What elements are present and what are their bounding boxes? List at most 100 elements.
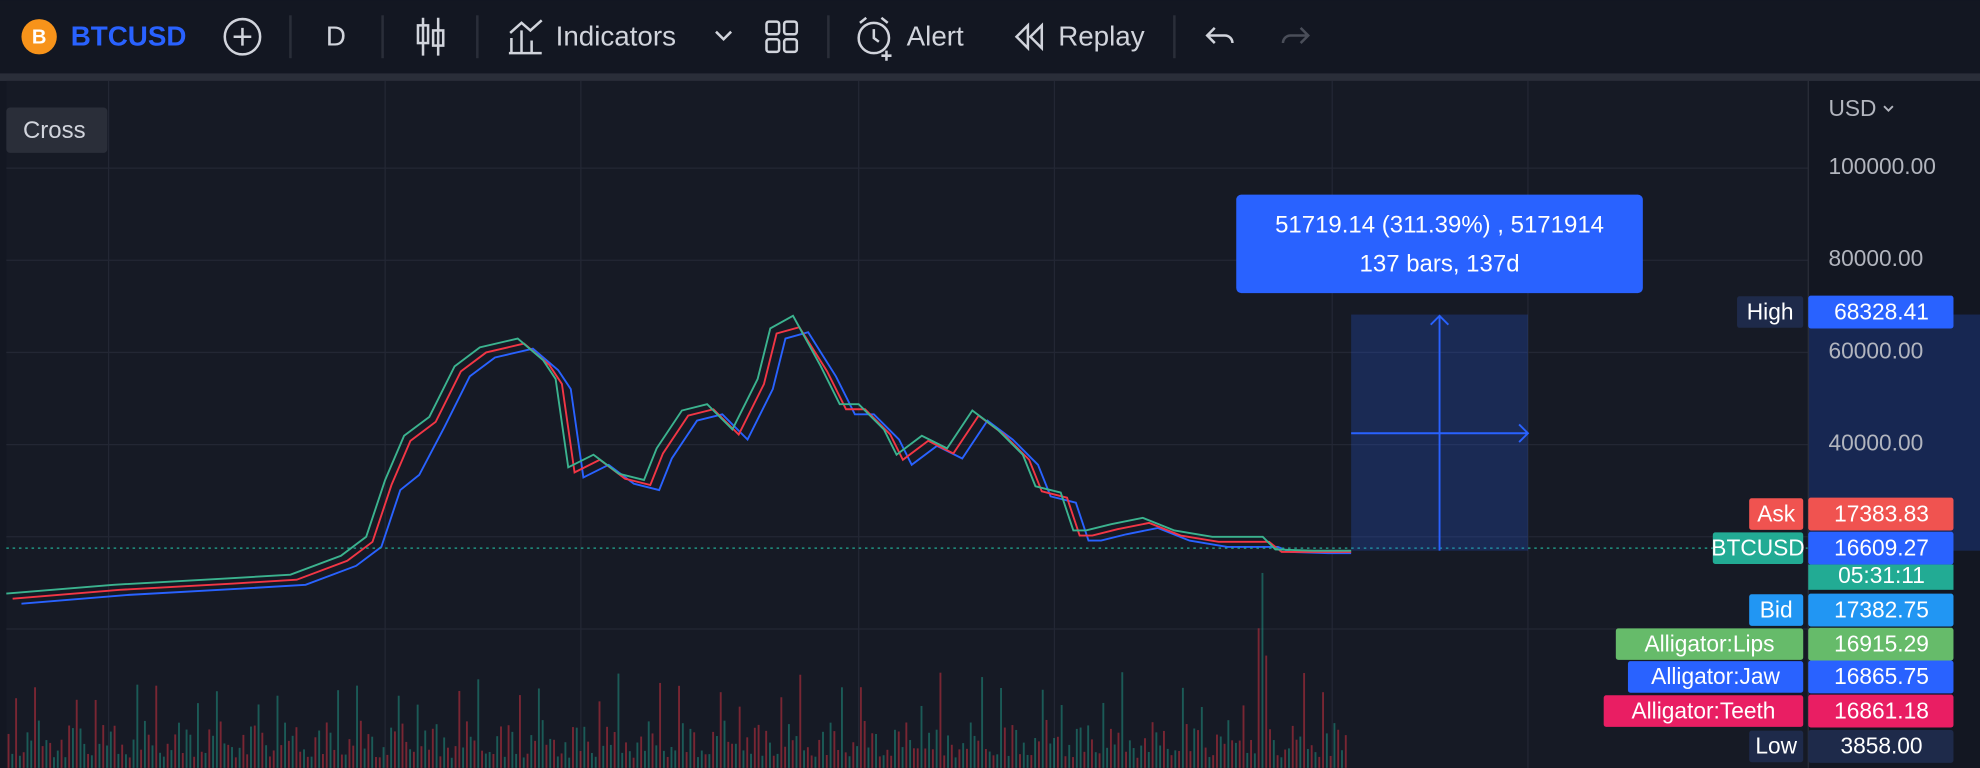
volume-bar <box>37 720 40 768</box>
volume-bar <box>840 687 843 768</box>
volume-bar <box>1310 745 1313 768</box>
volume-bar <box>1015 729 1018 768</box>
volume-bar <box>553 739 555 768</box>
tag-label-bg <box>1737 296 1804 328</box>
volume-bar <box>393 731 396 768</box>
volume-bar <box>439 756 442 768</box>
volume-bar <box>151 745 154 768</box>
volume-bar <box>833 731 836 768</box>
volume-bar <box>1102 702 1105 768</box>
volume-bar <box>734 743 737 768</box>
volume-bar <box>318 730 321 768</box>
tag-label: Ask <box>1757 500 1796 526</box>
tag-label: High <box>1747 298 1794 324</box>
volume-bar <box>984 749 987 768</box>
volume-bar <box>1200 707 1203 768</box>
volume-bar <box>1083 751 1086 768</box>
volume-bar <box>655 745 658 768</box>
volume-bar <box>416 704 419 768</box>
volume-bar <box>606 726 609 768</box>
volume-bar <box>753 727 756 768</box>
chart-pane[interactable] <box>6 80 1809 768</box>
volume-bar <box>178 722 180 768</box>
volume-bar <box>587 741 590 768</box>
tag-label-bg <box>1749 730 1804 763</box>
volume-bar <box>261 732 264 768</box>
volume-bar <box>215 691 218 768</box>
volume-bar <box>503 756 506 768</box>
volume-bar <box>1159 745 1162 768</box>
volume-bar <box>155 685 158 768</box>
volume-bar <box>954 757 957 768</box>
compare-button[interactable] <box>223 17 262 56</box>
volume-bar <box>242 734 245 768</box>
symbol: BTCUSD <box>71 20 187 51</box>
volume-bar <box>1019 754 1021 768</box>
volume-bar <box>367 734 370 768</box>
volume-bar <box>443 737 446 768</box>
volume-bar <box>412 751 415 768</box>
volume-bar <box>518 695 521 768</box>
volume-bar <box>310 756 313 768</box>
tag-value: 16865.75 <box>1834 663 1929 689</box>
volume-bar <box>280 745 283 768</box>
price-axis-label: 60000.00 <box>1828 337 1923 363</box>
volume-bar <box>450 757 453 768</box>
volume-bars <box>7 572 1347 768</box>
volume-bar <box>56 750 59 768</box>
volume-bar <box>700 750 703 768</box>
undo-button[interactable] <box>1205 27 1234 44</box>
volume-bar <box>109 731 112 768</box>
volume-bar <box>424 730 427 768</box>
volume-bar <box>1125 751 1128 768</box>
volume-bar <box>337 690 340 768</box>
volume-bar <box>181 753 184 768</box>
volume-bar <box>1121 672 1124 768</box>
interval-button[interactable]: D <box>326 20 346 51</box>
indicators-dropdown[interactable] <box>715 30 733 42</box>
chart-type-button[interactable] <box>416 17 445 56</box>
volume-bar <box>435 724 438 768</box>
volume-bar <box>204 752 207 768</box>
volume-bar <box>1117 732 1120 768</box>
volume-bar <box>405 741 408 768</box>
symbol-button[interactable]: B BTCUSD <box>21 19 187 55</box>
volume-bar <box>1170 755 1173 768</box>
currency-button[interactable]: USD <box>1828 95 1894 121</box>
tag-label-bg <box>1603 695 1804 727</box>
volume-bar <box>1303 673 1306 768</box>
alert-button[interactable]: Alert <box>857 16 964 61</box>
volume-bar <box>886 749 889 768</box>
volume-bar <box>371 736 374 768</box>
volume-bar <box>939 672 942 768</box>
volume-bar <box>662 750 665 768</box>
alert-label: Alert <box>907 20 964 51</box>
volume-bar <box>484 753 487 768</box>
volume-bar <box>988 751 991 768</box>
tag-value: 17383.83 <box>1834 500 1929 526</box>
volume-bar <box>572 727 574 768</box>
volume-bar <box>344 754 347 768</box>
volume-bar <box>382 747 385 768</box>
volume-bar <box>579 751 582 768</box>
tag-value-bg <box>1808 660 1954 694</box>
volume-bar <box>352 745 355 768</box>
volume-bar <box>825 754 828 768</box>
volume-bar <box>1219 736 1222 768</box>
tag-value: 16609.27 <box>1834 534 1929 560</box>
volume-bar <box>462 747 465 768</box>
replay-label: Replay <box>1058 20 1145 51</box>
price-line <box>6 314 1352 595</box>
replay-button[interactable]: Replay <box>1014 20 1145 51</box>
volume-bar <box>257 704 260 768</box>
indicators-button[interactable]: Indicators <box>508 19 676 55</box>
redo-button[interactable] <box>1281 27 1311 44</box>
volume-bar <box>7 733 10 768</box>
volume-bar <box>1227 720 1230 768</box>
volume-bar <box>791 740 794 768</box>
volume-bar <box>568 757 571 768</box>
volume-bar <box>704 754 707 768</box>
volume-bar <box>325 722 328 768</box>
layouts-button[interactable] <box>765 20 799 54</box>
